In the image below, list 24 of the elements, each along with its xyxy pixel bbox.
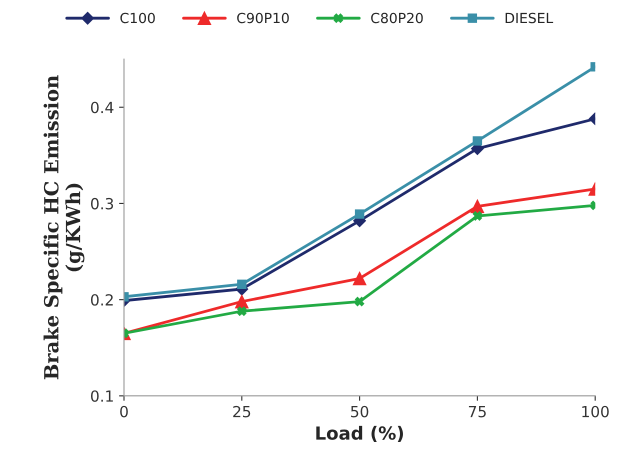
x-tick-label: 100 bbox=[582, 406, 609, 418]
point bbox=[354, 296, 364, 306]
point bbox=[472, 136, 482, 146]
legend-label: C90P10 bbox=[237, 12, 289, 24]
y-tick-label: 0.3 bbox=[90, 198, 114, 210]
y-tick-label: 0.1 bbox=[90, 390, 113, 402]
x-tick-label: 25 bbox=[233, 406, 250, 418]
point bbox=[472, 211, 482, 221]
point bbox=[237, 306, 246, 316]
point bbox=[354, 209, 364, 219]
point bbox=[237, 280, 246, 289]
y-axis-title: Brake Specific HC Emission (g/KWh) bbox=[44, 75, 84, 380]
legend-label: C100 bbox=[120, 12, 155, 24]
y-tick-label: 0.4 bbox=[90, 102, 114, 114]
point bbox=[235, 294, 249, 308]
x-tick-label: 75 bbox=[468, 406, 486, 418]
legend-label: DIESEL bbox=[506, 12, 554, 24]
x-tick-label: 0 bbox=[120, 406, 128, 418]
x-tick-label: 50 bbox=[351, 406, 368, 418]
y-tick-label: 0.2 bbox=[90, 294, 113, 306]
point bbox=[352, 272, 366, 286]
x-axis-title: Load (%) bbox=[316, 426, 403, 442]
point bbox=[470, 200, 484, 214]
legend-label: C80P20 bbox=[371, 12, 423, 24]
